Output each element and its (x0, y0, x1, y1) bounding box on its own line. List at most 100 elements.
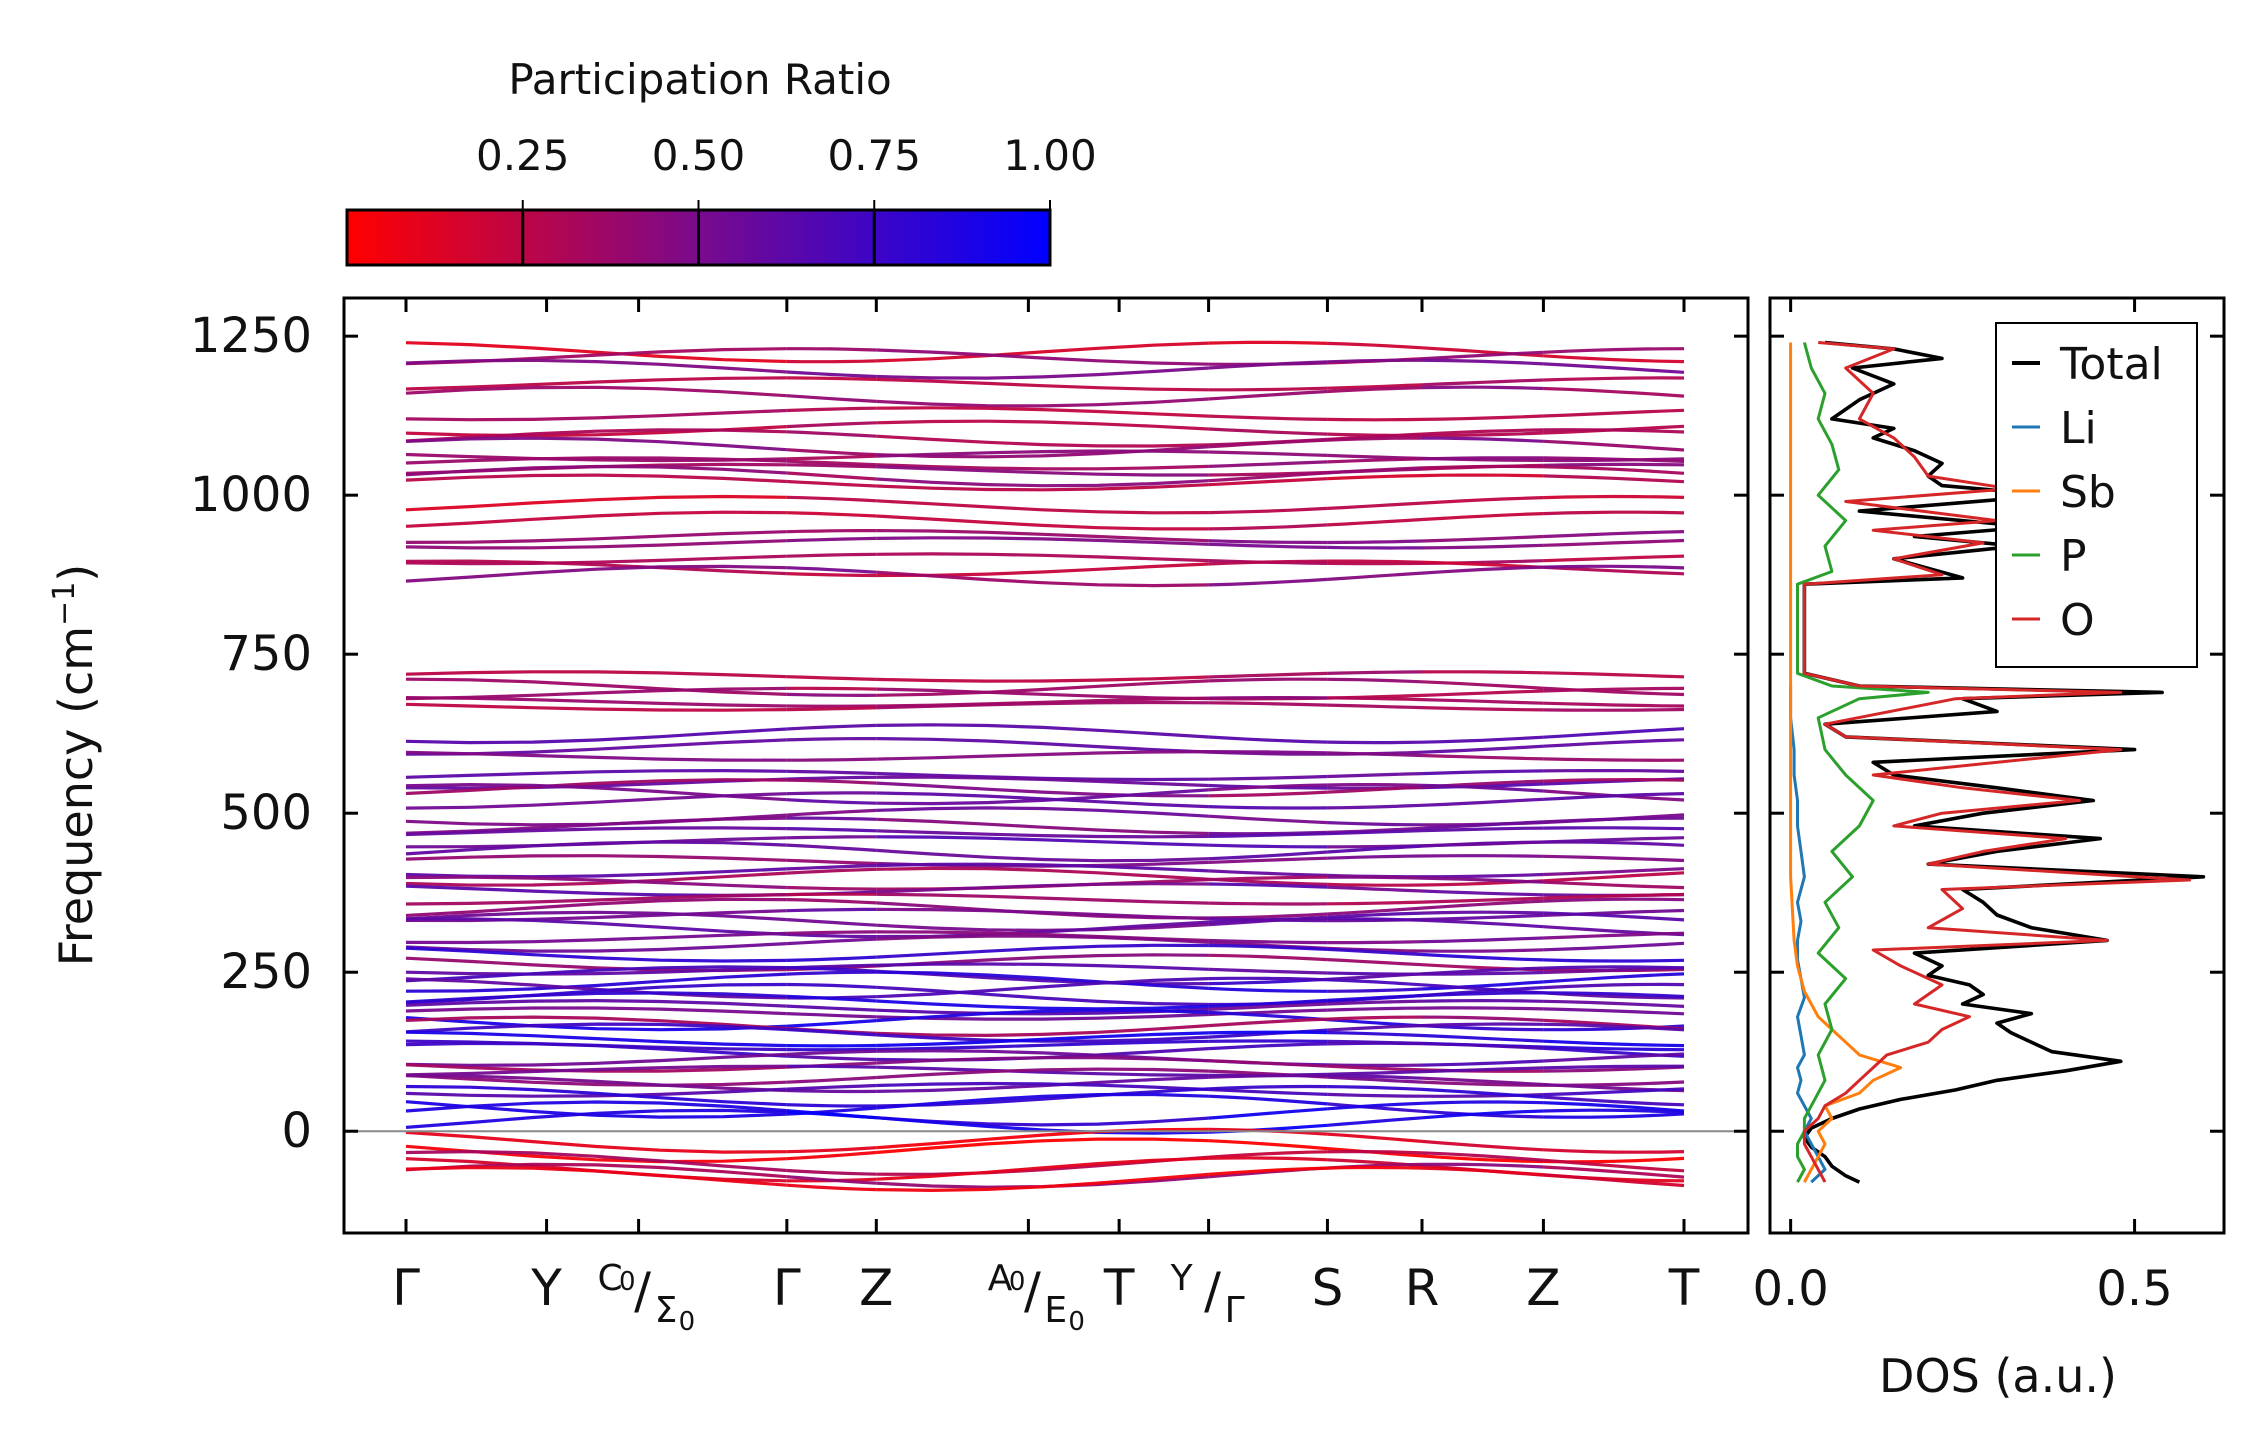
phonon-band-line (405, 494, 787, 512)
phonon-band-line (786, 827, 877, 833)
phonon-band-line (405, 554, 787, 566)
phonon-band-line (876, 829, 1209, 839)
phonon-band-line (405, 972, 787, 993)
phonon-band-line (786, 1019, 877, 1028)
phonon-band-line (405, 1074, 787, 1093)
phonon-band-line (1327, 821, 1423, 827)
phonon-band-line (876, 377, 1209, 392)
phonon-band-line (405, 778, 787, 796)
phonon-band-line (1543, 701, 1685, 708)
phonon-band-line (1421, 1066, 1544, 1074)
phonon-band-line (1208, 814, 1328, 825)
phonon-band-line (405, 1041, 787, 1058)
phonon-band-line (405, 539, 787, 550)
k-point-compound-label: C0/Σ 0 (597, 1258, 695, 1337)
phonon-band-line (1327, 341, 1423, 350)
phonon-band-line (405, 991, 787, 1004)
phonon-band-line (876, 675, 1209, 683)
phonon-band-line (405, 768, 787, 779)
phonon-band-line (1543, 1165, 1685, 1179)
phonon-band-line (1543, 826, 1685, 831)
phonon-band-line (405, 530, 787, 545)
phonon-band-line (1421, 876, 1544, 884)
k-label-lower-sub: 0 (1068, 1307, 1085, 1337)
phonon-band-line (1421, 769, 1544, 776)
phonon-band-line (1208, 701, 1328, 707)
phonon-band-line (1208, 414, 1328, 421)
dos-x-tick-label: 0.0 (1752, 1261, 1828, 1317)
phonon-band-line (786, 692, 877, 698)
y-axis-label-superscript: −1 (47, 582, 82, 626)
phonon-band-line (876, 463, 1209, 471)
phonon-band-line (876, 723, 1209, 739)
phonon-band-line (786, 511, 877, 518)
phonon-band-line (1421, 428, 1544, 436)
phonon-band-line (1421, 889, 1544, 897)
phonon-band-line (876, 848, 1209, 863)
phonon-band-line (876, 348, 1209, 366)
phonon-band-line (1208, 856, 1328, 864)
colorbar-tick-label: 1.00 (1003, 131, 1097, 180)
phonon-band-line (876, 907, 1209, 921)
k-label-upper: A (988, 1258, 1013, 1299)
phonon-band-line (786, 994, 877, 1003)
phonon-band-line (405, 910, 787, 922)
phonon-band-line (876, 406, 1209, 418)
dos-legend: Total Li Sb PO (1995, 322, 2198, 668)
phonon-band-line (876, 999, 1209, 1011)
phonon-band-line (1421, 680, 1544, 690)
phonon-band-line (876, 962, 1209, 971)
y-axis-label-close: ) (49, 564, 103, 582)
phonon-band-line (1421, 1022, 1544, 1028)
phonon-band-line (786, 686, 877, 691)
phonon-band-line (405, 875, 787, 890)
phonon-band-line (1543, 991, 1685, 999)
phonon-band-line (786, 843, 877, 852)
phonon-band-line (876, 1172, 1209, 1193)
phonon-band-line (405, 358, 787, 374)
dos-panel-frame (1768, 296, 2226, 1235)
phonon-band-line (786, 495, 877, 503)
phonon-band-line (876, 499, 1209, 515)
phonon-band-line (876, 862, 1209, 873)
phonon-band-line (1327, 875, 1423, 880)
phonon-band-line (1543, 1007, 1685, 1016)
phonon-band-line (1543, 1173, 1685, 1188)
phonon-band-line (405, 510, 787, 528)
phonon-band-line (1421, 1024, 1544, 1032)
phonon-band-line (1327, 358, 1422, 364)
phonon-band-line (1208, 1042, 1328, 1051)
phonon-band-line (876, 775, 1209, 788)
phonon-band-line (786, 479, 877, 488)
phonon-band-line (876, 1067, 1209, 1080)
phonon-band-line (1543, 1148, 1685, 1154)
phonon-band-line (1208, 1156, 1328, 1162)
phonon-band-line (1421, 1087, 1544, 1099)
phonon-band-line (786, 706, 877, 712)
phonon-band-line (786, 723, 877, 731)
phonon-band-line (1421, 735, 1544, 744)
phonon-band-line (876, 570, 1209, 588)
phonon-band-line (786, 421, 877, 429)
phonon-band-line (405, 816, 787, 835)
phonon-band-line (786, 536, 877, 543)
phonon-band-line (786, 1054, 877, 1062)
phonon-band-line (876, 817, 1209, 836)
phonon-band-line (876, 536, 1209, 546)
phonon-band-line (1208, 976, 1328, 982)
phonon-band-line (786, 982, 877, 989)
phonon-band-line (1421, 436, 1544, 443)
phonon-band-line (1543, 931, 1685, 940)
phonon-band-line (1543, 999, 1685, 1008)
phonon-band-line (1543, 792, 1685, 801)
phonon-band-line (1543, 1064, 1684, 1070)
y-tick-label: 1250 (190, 308, 312, 364)
phonon-band-line (1208, 901, 1328, 906)
phonon-band-line (876, 882, 1209, 894)
phonon-band-line (786, 675, 877, 681)
phonon-band-line (1421, 952, 1544, 962)
phonon-band-line (1327, 571, 1423, 581)
k-point-label: R (1405, 1259, 1440, 1317)
phonon-band-line (876, 1033, 1209, 1043)
phonon-band-line (1421, 1100, 1544, 1105)
